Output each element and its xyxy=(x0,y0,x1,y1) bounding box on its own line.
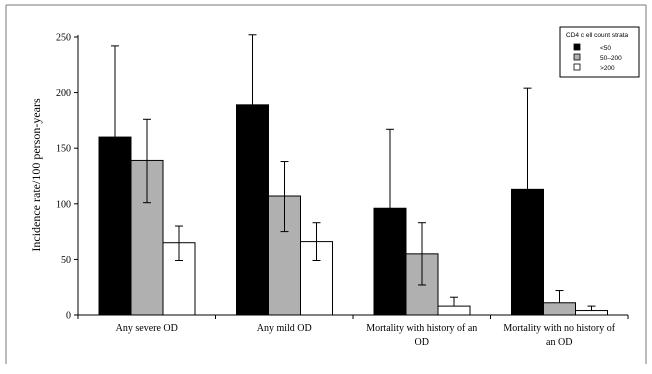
y-axis-label: Incidence rate/100 person-years xyxy=(29,98,43,252)
y-tick-label: 100 xyxy=(56,199,71,210)
category-label: Any severe OD xyxy=(116,323,178,334)
x-axis xyxy=(77,314,629,319)
legend-label-3: >200 xyxy=(600,65,615,72)
category-label: Mortality with no history of xyxy=(503,323,615,334)
legend-title: CD4 c ell count strata xyxy=(566,32,629,39)
legend-swatch-2 xyxy=(573,53,581,61)
category-label: OD xyxy=(415,337,429,348)
y-axis: 0 50 100 150 200 250 xyxy=(56,33,79,322)
category-label: an OD xyxy=(546,337,572,348)
bar-3 xyxy=(575,310,608,316)
y-tick-label: 0 xyxy=(66,311,71,322)
y-tick-label: 200 xyxy=(56,88,71,99)
bar-2 xyxy=(130,159,164,316)
error-bars-group xyxy=(111,34,596,311)
legend: CD4 c ell count strata <50 50–200 >200 xyxy=(559,26,640,78)
legend-swatch-1 xyxy=(573,43,581,51)
legend-label-1: <50 xyxy=(600,45,611,52)
bar-2 xyxy=(543,302,576,316)
bar-3 xyxy=(437,305,471,316)
legend-swatch-3 xyxy=(573,63,581,71)
bar-1 xyxy=(373,207,407,316)
y-tick-label: 150 xyxy=(56,144,71,155)
y-tick-label: 250 xyxy=(56,33,71,44)
bar-1 xyxy=(511,188,544,316)
bar-1 xyxy=(236,104,269,316)
legend-items: <50 50–200 >200 xyxy=(573,43,622,72)
category-label: Any mild OD xyxy=(257,323,312,334)
category-labels: Any severe OD Any mild OD Mortality with h… xyxy=(116,323,616,348)
bar-1 xyxy=(98,136,132,316)
bars-group xyxy=(98,104,608,316)
y-tick-label: 50 xyxy=(61,255,71,266)
category-label: Mortality with history of an xyxy=(366,323,477,334)
legend-label-2: 50–200 xyxy=(600,55,622,62)
legend-box xyxy=(559,26,640,78)
bar-2 xyxy=(268,195,301,316)
